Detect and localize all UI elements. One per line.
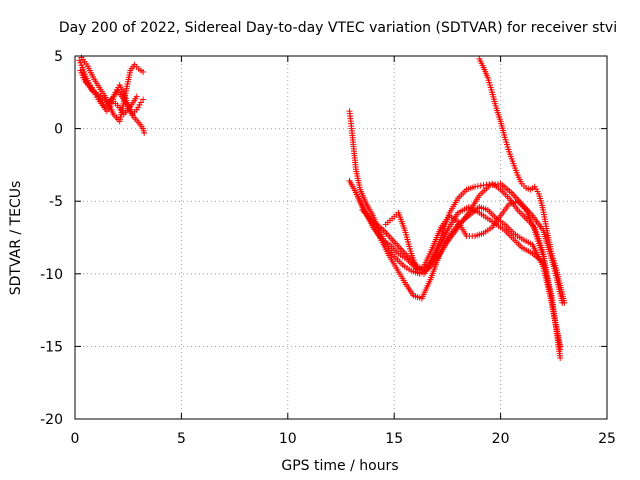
data-points xyxy=(76,54,568,362)
x-tick-label: 15 xyxy=(385,431,403,447)
x-tick-label: 20 xyxy=(492,431,510,447)
data-point xyxy=(140,96,147,103)
x-tick-label: 0 xyxy=(71,431,80,447)
data-point xyxy=(561,299,568,306)
x-tick-label: 10 xyxy=(279,431,297,447)
x-tick-label: 5 xyxy=(177,431,186,447)
data-point xyxy=(141,129,148,136)
y-tick-label: 0 xyxy=(54,122,63,138)
y-tick-label: -20 xyxy=(40,412,63,428)
chart-title: Day 200 of 2022, Sidereal Day-to-day VTE… xyxy=(59,20,617,36)
data-point xyxy=(133,93,140,100)
y-tick-label: -5 xyxy=(49,194,63,210)
y-tick-label: -15 xyxy=(40,339,63,355)
plot-frame xyxy=(74,55,608,420)
data-point xyxy=(557,346,564,353)
y-axis-label: SDTVAR / TECUs xyxy=(8,181,24,296)
data-point xyxy=(540,253,547,260)
axis-ticks: 0 5 10 15 20 25 -20 -15 -10 -5 0 5 xyxy=(40,49,616,447)
y-tick-label: 5 xyxy=(54,49,63,65)
data-point xyxy=(140,68,147,75)
y-tick-label: -10 xyxy=(40,267,63,283)
data-point xyxy=(557,355,564,362)
x-tick-label: 25 xyxy=(598,431,616,447)
x-axis-label: GPS time / hours xyxy=(281,458,398,474)
